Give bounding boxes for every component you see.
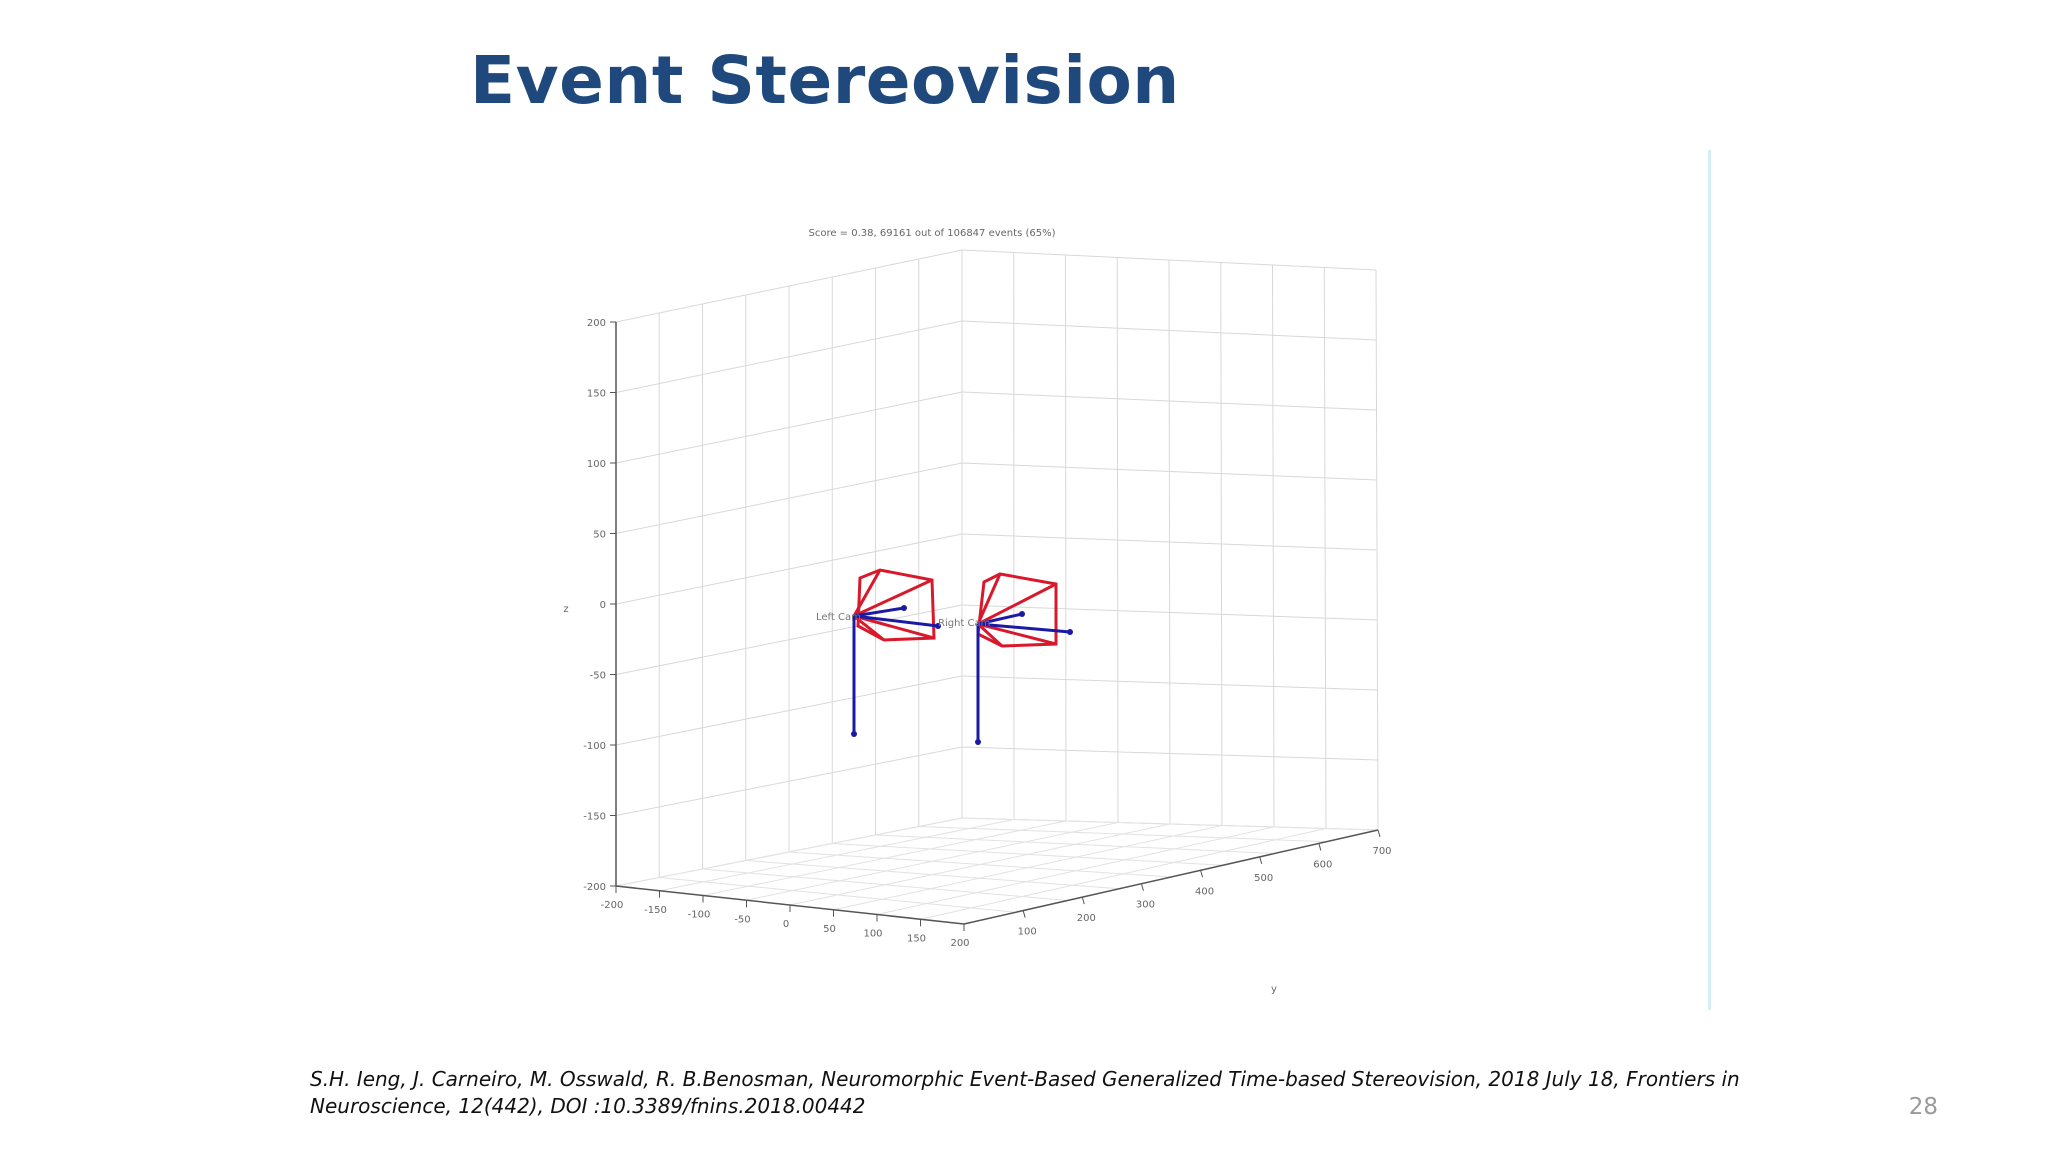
y-tick-mark: [1377, 829, 1381, 838]
right-axis-side-tip: [1019, 611, 1025, 617]
right-camera-label: Right Cam: [938, 618, 990, 629]
right-wall-vertical-gridline: [1323, 267, 1327, 829]
z-tick-label: -100: [583, 741, 606, 752]
x-tick-label: -50: [734, 914, 750, 925]
slide-number: 28: [1908, 1094, 1938, 1120]
z-axis-label: z: [563, 604, 568, 615]
y-tick-mark: [1259, 856, 1263, 864]
stereo-3d-plot: 200 150 100 50 0 -50 -100 -150 -200 -200 -150 -100-…: [520, 150, 1720, 1020]
right-camera: Right Cam: [938, 572, 1073, 745]
right-wall-vertical-gridline: [1116, 257, 1119, 823]
floor-gridline: [702, 868, 1068, 901]
right-camera-side-axis: [977, 612, 1023, 626]
left-frustum-edge-1: [852, 569, 882, 617]
left-camera-forward-axis: [853, 614, 939, 628]
z-tick-label: -150: [583, 812, 606, 823]
x-tick-label: -150: [644, 905, 667, 916]
z-tick-label: 200: [587, 318, 606, 329]
y-tick-label: 300: [1136, 900, 1155, 911]
right-frustum-edge-2: [977, 582, 1057, 626]
left-camera-label: Left Cam: [816, 612, 861, 623]
right-camera-forward-axis: [977, 622, 1071, 634]
z-tick-label: 50: [593, 530, 606, 541]
z-tick-label: -50: [590, 671, 606, 682]
right-wall-vertical-gridline: [1272, 264, 1275, 828]
right-wall-vertical-gridline: [1220, 262, 1223, 826]
plot-title: Score = 0.38, 69161 out of 106847 events…: [809, 228, 1056, 239]
y-tick-label: 500: [1254, 873, 1273, 884]
floor-gridline: [788, 851, 1172, 878]
y-axis-line: [963, 829, 1379, 925]
right-axis-tip: [975, 739, 981, 745]
left-axis-tip: [851, 731, 857, 737]
left-frustum-edge-3: [853, 614, 935, 640]
right-frustum-edge-3: [977, 622, 1057, 646]
y-axis-label: y: [1271, 984, 1277, 995]
divider-line: [1708, 150, 1711, 1010]
x-tick-label: 150: [907, 933, 926, 944]
y-tick-mark: [1140, 883, 1144, 891]
x-tick-label: -100: [688, 910, 711, 921]
floor-gridline: [918, 826, 1327, 843]
right-frustum-edge-4: [976, 622, 1004, 648]
z-tick-label: 150: [587, 389, 606, 400]
left-frustum-edge-2: [853, 578, 933, 618]
z-tick-label: 0: [600, 600, 606, 611]
left-axis-forward-tip: [935, 623, 941, 629]
x-tick-label: 200: [950, 938, 969, 949]
y-tick-label: 700: [1372, 846, 1391, 857]
y-tick-mark: [1081, 897, 1085, 905]
right-frustum-edge-1: [976, 573, 1002, 625]
x-tick-label: 0: [783, 919, 789, 930]
left-axis-side-tip: [901, 605, 907, 611]
z-tick-label: 100: [587, 459, 606, 470]
floor-gridline: [832, 843, 1223, 866]
y-tick-label: 100: [1018, 927, 1037, 938]
x-tick-label: 50: [823, 924, 836, 935]
y-tick-mark: [1200, 870, 1204, 878]
y-tick-mark: [1318, 843, 1322, 851]
left-camera-side-axis: [853, 606, 905, 618]
z-tick-label: -200: [583, 882, 606, 893]
y-tick-label: 200: [1077, 913, 1096, 924]
floor-gridline: [745, 860, 1120, 890]
right-wall-vertical-gridline: [1168, 259, 1171, 825]
right-wall-vertical-gridline: [1065, 254, 1067, 822]
right-wall-vertical-gridline: [1375, 269, 1379, 831]
y-tick-mark: [1022, 910, 1026, 918]
left-frustum-edge-4: [853, 614, 885, 642]
floor-gridline: [659, 877, 1016, 913]
y-tick-label: 400: [1195, 886, 1214, 897]
slide-title: Event Stereovision: [470, 42, 1180, 119]
floor-gridline: [875, 834, 1275, 854]
y-tick-label: 600: [1313, 859, 1332, 870]
floor-gridline: [961, 817, 1379, 831]
grid-layer: [610, 249, 1381, 931]
right-axis-forward-tip: [1067, 629, 1073, 635]
x-tick-label: -200: [601, 900, 624, 911]
x-tick-label: 100: [863, 929, 882, 940]
left-camera: Left Cam: [816, 568, 941, 737]
citation-reference: S.H. Ieng, J. Carneiro, M. Osswald, R. B…: [310, 1067, 1740, 1118]
